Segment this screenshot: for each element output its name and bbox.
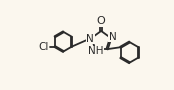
Text: NH: NH — [88, 46, 104, 56]
Text: Cl: Cl — [38, 42, 49, 52]
Text: O: O — [97, 16, 105, 26]
Text: N: N — [86, 34, 94, 44]
Text: N: N — [109, 32, 117, 42]
